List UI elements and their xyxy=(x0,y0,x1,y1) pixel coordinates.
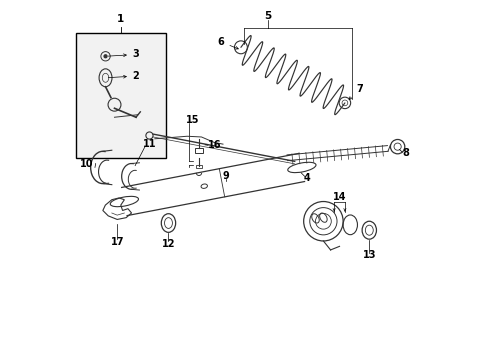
Text: 12: 12 xyxy=(162,239,175,249)
Text: 5: 5 xyxy=(264,11,271,21)
Text: 11: 11 xyxy=(142,139,156,149)
Text: 9: 9 xyxy=(222,171,229,181)
Text: 2: 2 xyxy=(108,71,139,81)
Text: 4: 4 xyxy=(303,173,310,183)
Text: 3: 3 xyxy=(108,49,139,59)
Text: 14: 14 xyxy=(332,192,346,202)
Bar xyxy=(76,33,165,158)
Text: 17: 17 xyxy=(110,237,123,247)
Bar xyxy=(196,165,202,168)
Text: 8: 8 xyxy=(402,148,408,158)
Text: 13: 13 xyxy=(362,250,375,260)
Circle shape xyxy=(104,55,107,58)
Text: 15: 15 xyxy=(186,115,199,125)
Text: 16: 16 xyxy=(207,140,221,150)
Text: 7: 7 xyxy=(348,84,362,100)
Bar xyxy=(195,148,202,153)
Text: 1: 1 xyxy=(117,14,124,24)
Text: 10: 10 xyxy=(80,159,93,169)
Text: 6: 6 xyxy=(217,37,238,49)
